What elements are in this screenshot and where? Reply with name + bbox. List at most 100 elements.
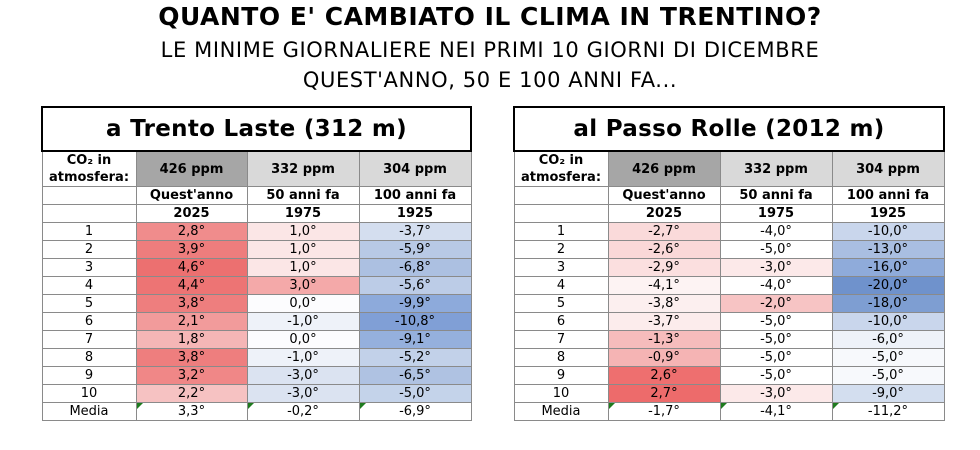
empty-cell <box>41 186 137 205</box>
day-cell: 4 <box>513 276 609 295</box>
year-1975: 1975 <box>246 204 360 223</box>
ppm-1925: 304 ppm <box>358 150 472 187</box>
table-trento-laste: a Trento Laste (312 m) CO₂ in atmosfera: … <box>41 106 472 421</box>
comment-marker-icon <box>248 403 254 409</box>
day-cell: 1 <box>41 222 137 241</box>
day-cell: 1 <box>513 222 609 241</box>
temperature-cell: -2,0° <box>719 294 833 313</box>
day-cell: 6 <box>513 312 609 331</box>
ppm-1975: 332 ppm <box>719 150 833 187</box>
comment-marker-icon <box>137 403 143 409</box>
temperature-cell: -16,0° <box>831 258 945 277</box>
empty-cell <box>513 186 609 205</box>
temperature-cell: -5,0° <box>719 312 833 331</box>
temperature-cell: -9,9° <box>358 294 472 313</box>
temperature-cell: 2,2° <box>135 384 248 403</box>
table-row: 10 2,2° -3,0° -5,0° <box>41 384 472 403</box>
period-label-2025: Quest'anno <box>135 186 248 205</box>
media-label: Media <box>513 402 609 421</box>
day-cell: 7 <box>41 330 137 349</box>
media-cell: -11,2° <box>831 402 945 421</box>
temperature-cell: 1,0° <box>246 240 360 259</box>
temperature-cell: -3,0° <box>246 384 360 403</box>
media-cell: -0,2° <box>246 402 360 421</box>
temperature-cell: 3,8° <box>135 348 248 367</box>
table-row: 6 -3,7° -5,0° -10,0° <box>513 312 945 331</box>
temperature-cell: -6,5° <box>358 366 472 385</box>
temperature-cell: -3,0° <box>719 258 833 277</box>
table-row: 1 -2,7° -4,0° -10,0° <box>513 222 945 241</box>
day-cell: 3 <box>41 258 137 277</box>
period-label-2025: Quest'anno <box>607 186 721 205</box>
day-cell: 9 <box>513 366 609 385</box>
subtitle-line-2: QUEST'ANNO, 50 E 100 ANNI FA... <box>302 68 678 92</box>
temperature-cell: 2,8° <box>135 222 248 241</box>
table-row: 4 4,4° 3,0° -5,6° <box>41 276 472 295</box>
day-cell: 2 <box>513 240 609 259</box>
day-cell: 10 <box>41 384 137 403</box>
temperature-cell: -5,0° <box>719 348 833 367</box>
temperature-cell: -1,0° <box>246 312 360 331</box>
day-cell: 9 <box>41 366 137 385</box>
temperature-cell: -10,0° <box>831 222 945 241</box>
day-cell: 5 <box>41 294 137 313</box>
temperature-cell: -5,2° <box>358 348 472 367</box>
media-cell: 3,3° <box>135 402 248 421</box>
temperature-cell: -5,9° <box>358 240 472 259</box>
temperature-cell: -3,0° <box>719 384 833 403</box>
table-title: al Passo Rolle (2012 m) <box>513 106 945 152</box>
media-row: Media 3,3° -0,2° -6,9° <box>41 402 472 421</box>
temperature-cell: -2,7° <box>607 222 721 241</box>
temperature-cell: -3,7° <box>607 312 721 331</box>
temperature-cell: -6,8° <box>358 258 472 277</box>
table-row: 8 3,8° -1,0° -5,2° <box>41 348 472 367</box>
temperature-cell: -3,0° <box>246 366 360 385</box>
day-cell: 7 <box>513 330 609 349</box>
table-row: 10 2,7° -3,0° -9,0° <box>513 384 945 403</box>
temperature-cell: 3,0° <box>246 276 360 295</box>
temperature-cell: -2,6° <box>607 240 721 259</box>
ppm-2025: 426 ppm <box>135 150 248 187</box>
temperature-cell: -5,6° <box>358 276 472 295</box>
ppm-2025: 426 ppm <box>607 150 721 187</box>
temperature-cell: -4,0° <box>719 276 833 295</box>
temperature-cell: -1,3° <box>607 330 721 349</box>
day-cell: 10 <box>513 384 609 403</box>
day-cell: 5 <box>513 294 609 313</box>
table-row: 7 -1,3° -5,0° -6,0° <box>513 330 945 349</box>
page-title: QUANTO E' CAMBIATO IL CLIMA IN TRENTINO? <box>158 2 822 31</box>
temperature-cell: 3,2° <box>135 366 248 385</box>
temperature-cell: -4,0° <box>719 222 833 241</box>
temperature-cell: -20,0° <box>831 276 945 295</box>
co2-label: CO₂ in atmosfera: <box>513 150 609 187</box>
temperature-cell: -3,7° <box>358 222 472 241</box>
media-value: -0,2° <box>287 404 319 419</box>
temperature-cell: -9,1° <box>358 330 472 349</box>
temperature-cell: 0,0° <box>246 330 360 349</box>
temperature-cell: -5,0° <box>831 348 945 367</box>
table-row: 9 3,2° -3,0° -6,5° <box>41 366 472 385</box>
comment-marker-icon <box>833 403 839 409</box>
temperature-cell: -9,0° <box>831 384 945 403</box>
table-row: 5 3,8° 0,0° -9,9° <box>41 294 472 313</box>
media-cell: -1,7° <box>607 402 721 421</box>
empty-cell <box>513 204 609 223</box>
temperature-cell: -2,9° <box>607 258 721 277</box>
year-2025: 2025 <box>607 204 721 223</box>
ppm-1975: 332 ppm <box>246 150 360 187</box>
day-cell: 3 <box>513 258 609 277</box>
temperature-cell: -5,0° <box>719 366 833 385</box>
temperature-cell: 1,8° <box>135 330 248 349</box>
temperature-cell: -5,0° <box>719 240 833 259</box>
day-cell: 2 <box>41 240 137 259</box>
table-row: 1 2,8° 1,0° -3,7° <box>41 222 472 241</box>
table-row: 2 -2,6° -5,0° -13,0° <box>513 240 945 259</box>
day-cell: 6 <box>41 312 137 331</box>
co2-label: CO₂ in atmosfera: <box>41 150 137 187</box>
temperature-cell: -4,1° <box>607 276 721 295</box>
comment-marker-icon <box>609 403 615 409</box>
temperature-cell: 1,0° <box>246 222 360 241</box>
table-row: 2 3,9° 1,0° -5,9° <box>41 240 472 259</box>
temperature-cell: -10,8° <box>358 312 472 331</box>
temperature-cell: -10,0° <box>831 312 945 331</box>
